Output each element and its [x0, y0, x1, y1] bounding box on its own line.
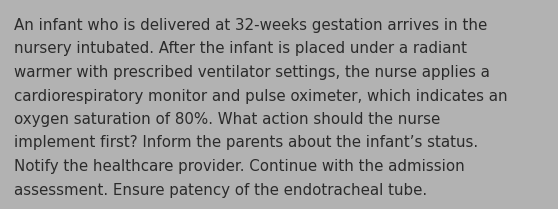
Text: Notify the healthcare provider. Continue with the admission: Notify the healthcare provider. Continue… — [14, 159, 465, 174]
Text: warmer with prescribed ventilator settings, the nurse applies a: warmer with prescribed ventilator settin… — [14, 65, 490, 80]
Text: implement first? Inform the parents about the infant’s status.: implement first? Inform the parents abou… — [14, 135, 478, 150]
Text: nursery intubated. After the infant is placed under a radiant: nursery intubated. After the infant is p… — [14, 42, 467, 56]
Text: cardiorespiratory monitor and pulse oximeter, which indicates an: cardiorespiratory monitor and pulse oxim… — [14, 88, 508, 103]
Text: oxygen saturation of 80%. What action should the nurse: oxygen saturation of 80%. What action sh… — [14, 112, 440, 127]
Text: An infant who is delivered at 32-weeks gestation arrives in the: An infant who is delivered at 32-weeks g… — [14, 18, 487, 33]
Text: assessment. Ensure patency of the endotracheal tube.: assessment. Ensure patency of the endotr… — [14, 182, 427, 198]
